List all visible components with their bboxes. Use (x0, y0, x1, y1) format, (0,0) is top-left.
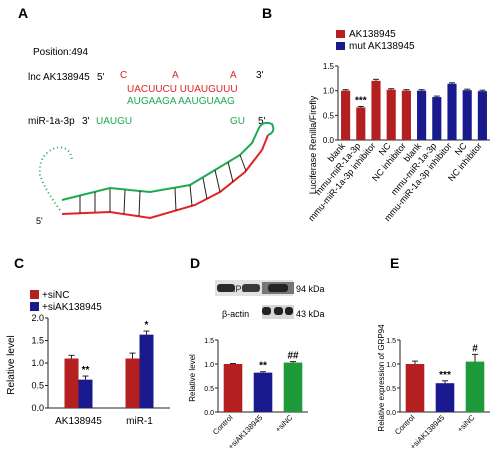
lnc-label: lnc AK138945 (28, 72, 90, 83)
bar-c (139, 334, 154, 408)
bar-b (386, 89, 396, 140)
bar-b (341, 90, 351, 140)
mir-left-seq: UAUGU (96, 116, 132, 127)
significance-label-e: # (472, 343, 478, 354)
bar-chart-c: 0.0 0.5 1.0 1.5 2.0 ** AK138945 * miR-1 (31, 313, 170, 427)
legend-swatch-c-0 (30, 290, 39, 299)
mir-three-prime: 3' (82, 116, 90, 127)
hairpin-five-prime: 5' (36, 216, 43, 226)
y-tick-label-d: 0.0 (204, 410, 214, 417)
panel-letter-b: B (262, 5, 272, 21)
legend-label-b-1: mut AK138945 (349, 41, 415, 52)
bar-e (465, 361, 485, 412)
x-tick-label-d: Control (211, 413, 235, 437)
significance-label-c: * (145, 320, 149, 331)
bar-d (283, 362, 303, 412)
y-axis-label-d: Relative level (188, 354, 197, 402)
bar-d (253, 372, 273, 412)
bar-b (477, 91, 487, 140)
lnc-three-prime: 3' (256, 70, 264, 81)
y-tick-label-b: 0.5 (323, 111, 335, 120)
y-tick-label-c: 0.5 (31, 381, 44, 391)
significance-label-b: *** (355, 95, 367, 106)
western-blot-grp94 (215, 280, 294, 296)
y-tick-label-c: 1.5 (31, 336, 44, 346)
y-tick-label-e: 0.0 (386, 410, 396, 417)
y-tick-label-c: 1.0 (31, 358, 44, 368)
x-tick-label-e: +siNC (455, 413, 476, 434)
y-tick-label-b: 1.0 (323, 87, 335, 96)
y-tick-label-d: 1.0 (204, 362, 214, 369)
panel-letter-e: E (390, 255, 399, 271)
hairpin-structure: 5' (36, 121, 275, 226)
lnc-sequence: UACUUCU UUAUGUUU (127, 84, 238, 95)
y-tick-label-c: 0.0 (31, 403, 44, 413)
y-axis-label-e: Relative expression of GRP94 (377, 324, 386, 432)
x-tick-label-c: miR-1 (126, 416, 153, 427)
significance-label-c: ** (82, 365, 90, 376)
x-tick-label-d: +siNC (273, 413, 294, 434)
bar-d (223, 364, 243, 412)
bar-c (125, 358, 140, 408)
y-axis-label-b: Luciferase Renilla/Firefly (308, 95, 318, 194)
bar-b (447, 83, 457, 140)
bar-b (371, 80, 381, 140)
mir-five-prime: 5' (258, 116, 266, 127)
bar-b (356, 107, 366, 140)
y-tick-label-b: 0.0 (323, 136, 335, 145)
bar-e (405, 364, 425, 412)
lnc-five-prime: 5' (97, 72, 105, 83)
western-blot-actin (262, 305, 294, 319)
y-tick-label-b: 1.5 (323, 62, 335, 71)
kda-label-43: 43 kDa (296, 309, 325, 319)
y-tick-label-c: 2.0 (31, 313, 44, 323)
lnc-loop-2: A (172, 70, 179, 81)
significance-label-d: ## (287, 351, 299, 362)
legend-label-b-0: AK138945 (349, 29, 396, 40)
blot-label-grp94: GRP94 (222, 284, 252, 294)
mir-label: miR-1a-3p (28, 116, 75, 127)
bar-e (435, 383, 455, 412)
panel-letter-d: D (190, 255, 200, 271)
blot-label-actin: β-actin (222, 309, 249, 319)
mir-right-seq: GU (230, 116, 245, 127)
legend-swatch-c-1 (30, 302, 39, 311)
bar-b (417, 90, 427, 140)
legend-label-c-1: +siAK138945 (42, 302, 102, 313)
y-tick-label-e: 0.5 (386, 386, 396, 393)
bar-b (401, 90, 411, 140)
bar-b (432, 97, 442, 140)
y-tick-label-e: 1.0 (386, 362, 396, 369)
lnc-loop-1: C (120, 70, 127, 81)
legend-swatch-b-1 (336, 42, 345, 50)
kda-label-94: 94 kDa (296, 284, 325, 294)
y-tick-label-d: 0.5 (204, 386, 214, 393)
y-tick-label-d: 1.5 (204, 338, 214, 345)
x-tick-label-c: AK138945 (55, 416, 102, 427)
bar-c (78, 379, 93, 408)
position-label: Position:494 (33, 47, 88, 58)
lnc-loop-3: A (230, 70, 237, 81)
y-tick-label-e: 1.5 (386, 338, 396, 345)
y-axis-label-c: Relative level (6, 335, 17, 394)
x-tick-label-e: Control (393, 413, 417, 437)
panel-letter-c: C (14, 255, 24, 271)
bar-c (64, 358, 79, 408)
mir-sequence: AUGAAGA AAUGUAAG (127, 96, 235, 107)
bar-b (462, 90, 472, 140)
panel-letter-a: A (18, 5, 28, 21)
significance-label-e: *** (439, 370, 451, 381)
significance-label-d: ** (259, 361, 267, 372)
legend-swatch-b-0 (336, 30, 345, 38)
bar-chart-b: 0.00.51.01.5blank***mmu-miR-1a-3pmmu-miR… (306, 62, 490, 223)
legend-label-c-0: +siNC (42, 290, 70, 301)
